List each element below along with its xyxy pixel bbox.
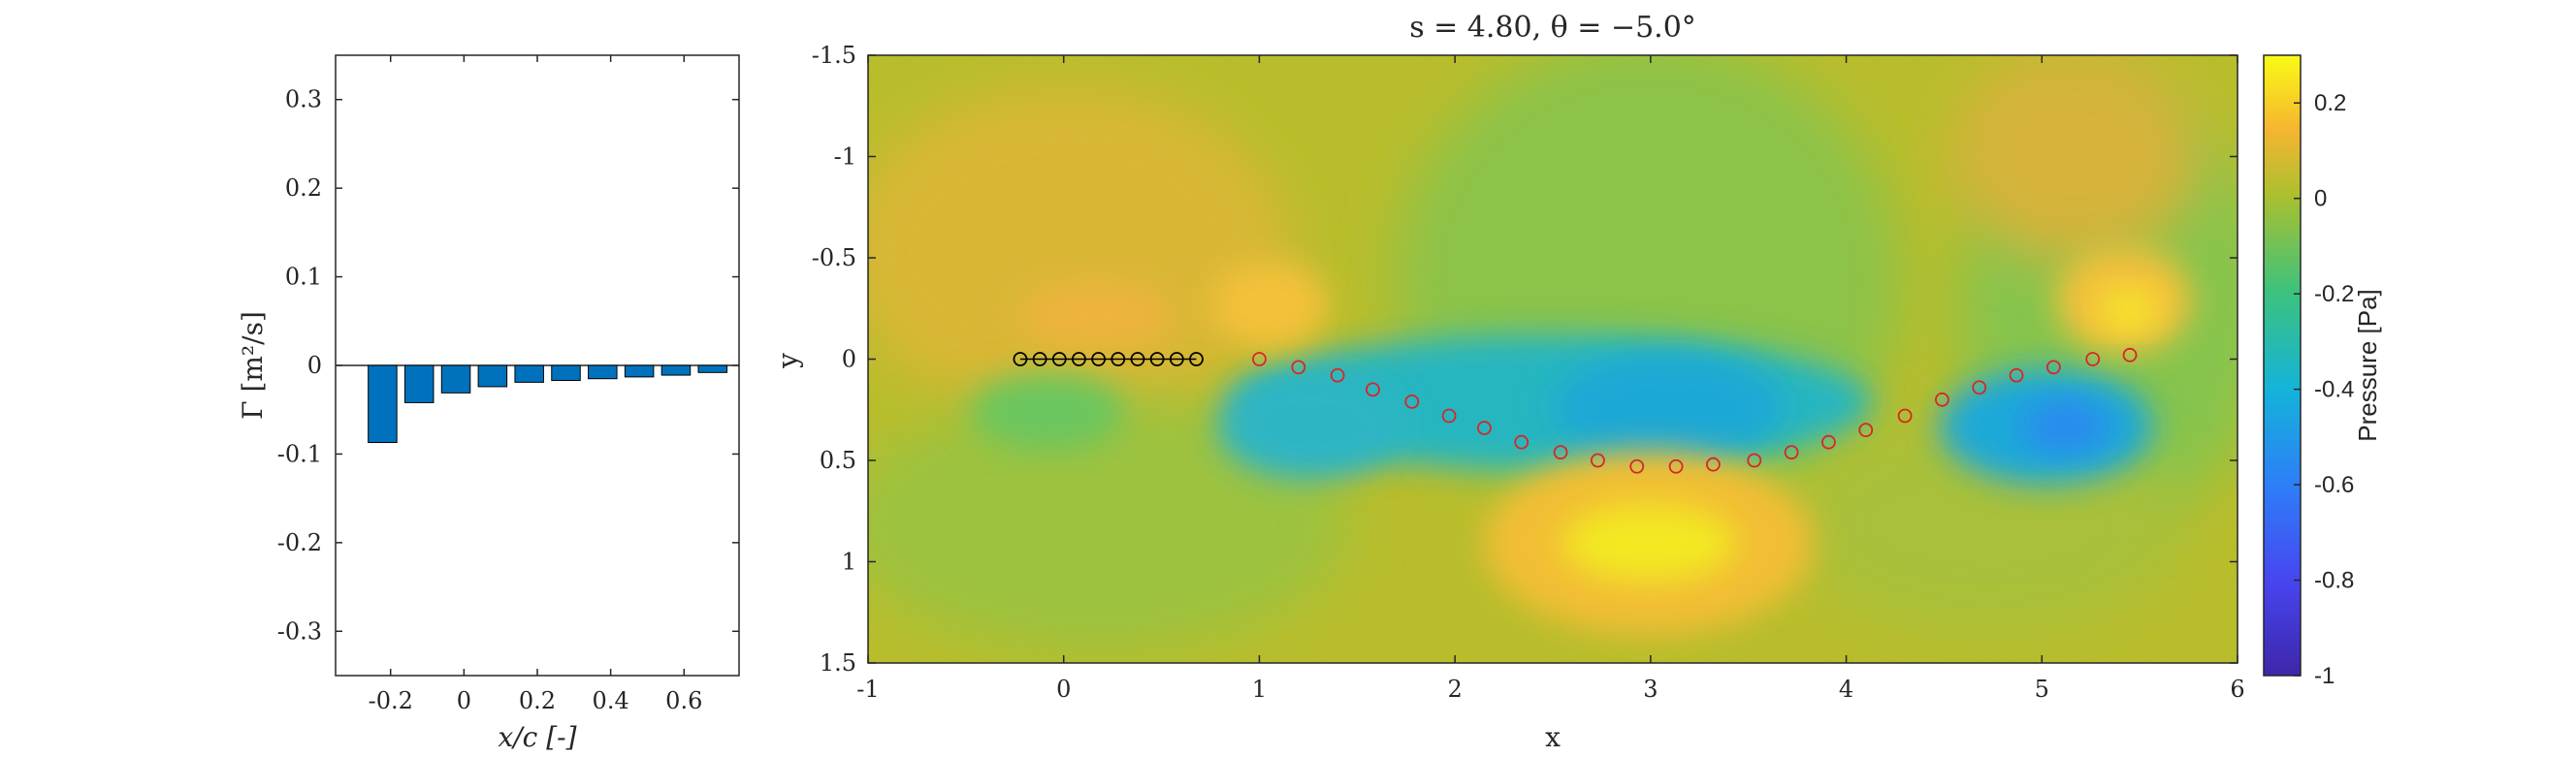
colorbar-gradient [2263,54,2302,677]
plate-marker [1189,352,1204,366]
contour-y-tick-label: 0.5 [820,447,856,474]
wake-marker [1935,392,1949,407]
contour-y-ticks: -1.5 -1 -0.5 0 0.5 1 1.5 [812,42,2238,677]
bar [368,364,398,444]
bar-y-tick-label: -0.1 [277,440,322,467]
wake-marker [1404,394,1420,409]
bar-y-tick-label: 0.1 [285,264,322,291]
colorbar-label: Pressure [Pa] [2353,289,2382,442]
bar [551,364,581,382]
contour-y-tick-label: -1 [834,143,856,171]
wake-marker [1477,421,1492,435]
wake-marker [1553,445,1568,460]
colorbar-tick-label: -0.4 [2314,377,2354,403]
plate-marker [1149,352,1165,366]
bar [477,364,508,388]
bar-x-tick-label: -0.2 [369,687,413,714]
plate-marker [1032,352,1047,366]
wake-marker [1441,408,1457,424]
bar-y-axis-label: Γ [m²/s] [237,311,269,420]
wake-marker [1366,382,1380,397]
plate-marker [1130,352,1145,366]
colorbar-tick-label: 0 [2314,186,2327,212]
bar-y-tick-label: -0.2 [277,529,322,556]
wake-marker [1706,457,1721,472]
plate-marker [1013,352,1028,366]
bar-y-tick-label: 0.3 [285,86,322,113]
bar-x-tick-label: 0.2 [519,687,556,714]
colorbar: -1 -0.8 -0.6 -0.4 -0.2 0 0.2 Pressure [Pa] [2263,54,2382,689]
contour-x-tick-label: 0 [1056,676,1071,703]
wake-marker [1330,367,1345,383]
contour-x-tick-label: 3 [1643,676,1658,703]
wake-marker [1747,453,1762,468]
colorbar-ticks: -1 -0.8 -0.6 -0.4 -0.2 0 0.2 [2294,90,2354,689]
wake-marker [2009,367,2024,383]
contour-x-ticks: -1 0 1 2 3 4 5 6 [856,55,2245,703]
bar-x-ticks: -0.2 0 0.2 0.4 0.6 [369,55,702,714]
contour-title: s = 4.80, θ = −5.0° [1409,11,1696,45]
contour-y-tick-label: -0.5 [812,244,856,271]
bar-x-tick-label: 0 [457,687,471,714]
wake-marker [1514,434,1530,450]
plate-marker [1091,352,1107,366]
contour-x-tick-label: 6 [2230,676,2244,703]
colorbar-tick-label: -1 [2314,663,2334,689]
colorbar-tick-label: -0.2 [2314,281,2354,307]
contour-y-axis-label: y [772,353,804,369]
wake-marker [1291,360,1306,375]
wake-marker [2045,360,2061,375]
contour-x-axis-label: x [1545,721,1561,753]
contour-x-tick-label: 1 [1252,676,1267,703]
colorbar-tick-label: -0.6 [2314,472,2354,498]
bar [588,364,618,380]
wake-marker [2122,347,2138,363]
colorbar-tick-label: 0.2 [2314,90,2346,116]
wake-marker [1858,423,1874,438]
bar-x-axis-label: x/c [-] [498,721,576,753]
bar [660,364,692,376]
wake-marker [1821,434,1836,450]
contour-y-tick-label: 1 [842,549,856,576]
wake-marker [1972,380,1987,395]
wake-marker [1784,445,1799,460]
contour-y-tick-label: 1.5 [820,649,856,677]
wake-marker [2085,352,2101,366]
plate-markers [1013,352,1204,366]
contour-x-tick-label: 5 [2035,676,2049,703]
plate-marker [1072,352,1086,366]
contour-x-tick-label: 4 [1839,676,1853,703]
wake-markers [1252,347,2138,474]
wake-marker [1629,458,1645,474]
colorbar-tick-label: -0.8 [2314,568,2354,594]
bar [624,364,655,378]
bar-y-ticks: -0.3 -0.2 -0.1 0 0.1 0.2 0.3 [277,86,739,645]
bar [697,364,728,373]
bar-x-tick-label: 0.4 [593,687,629,714]
wake-marker [1590,453,1605,468]
bar [403,364,435,403]
bar-y-tick-label: -0.3 [277,617,322,645]
bar [514,364,544,383]
pressure-field [868,55,2238,663]
bar-y-tick-label: 0 [307,352,322,379]
contour-y-tick-label: -1.5 [812,42,856,69]
bar [440,364,471,394]
contour-x-tick-label: 2 [1448,676,1463,703]
contour-y-tick-label: 0 [842,346,856,373]
plate-marker [1051,352,1067,366]
bar-x-tick-label: 0.6 [665,687,702,714]
plate-marker [1111,352,1126,366]
bar-y-tick-label: 0.2 [285,174,322,202]
wake-marker [1668,458,1684,474]
contour-x-tick-label: -1 [856,676,879,703]
plate-marker [1169,352,1184,366]
wake-marker [1252,352,1267,366]
bar-chart: -0.2 0 0.2 0.4 0.6 -0.3 -0.2 -0.1 0 0.1 0.2 0.3 x/… [237,54,740,753]
wake-marker [1897,408,1913,424]
bar-marks [368,364,728,444]
contour-chart: -1 0 1 2 3 4 5 6 -1.5 -1 -0.5 0 0.5 1 1.5 s = 4.80, θ… [772,11,2245,753]
